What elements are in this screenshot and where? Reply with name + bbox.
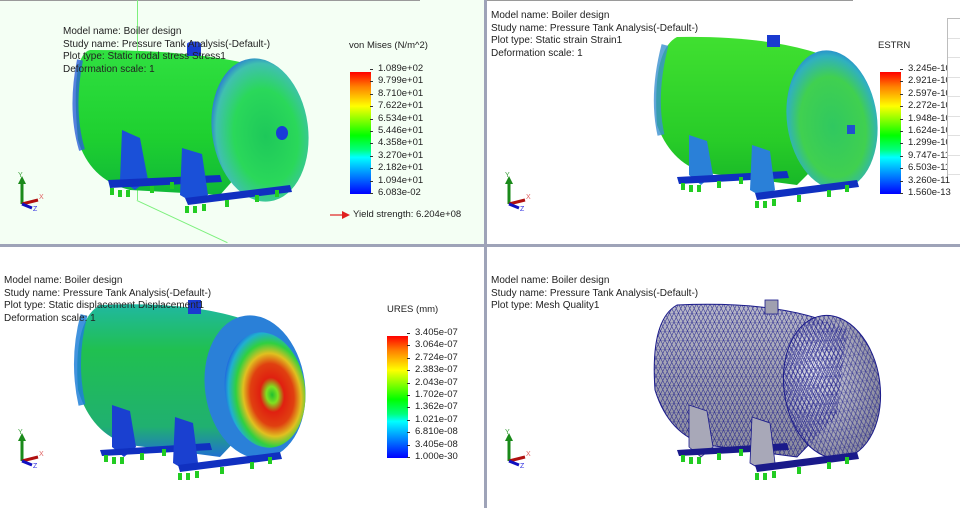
viewport-top-edge bbox=[0, 0, 420, 1]
plot-info-block: Model name: Boiler design Study name: Pr… bbox=[63, 26, 270, 76]
legend-value: 1.362e-07 bbox=[407, 402, 458, 412]
legend-title: ESTRN bbox=[878, 40, 911, 51]
axis-triad-icon: Y X Z bbox=[18, 172, 44, 212]
legend-value: 2.383e-07 bbox=[407, 365, 458, 375]
study-name: Study name: Pressure Tank Analysis(-Defa… bbox=[4, 287, 212, 299]
arrow-right-icon bbox=[330, 210, 350, 219]
axis-triad-icon: Y X Z bbox=[505, 172, 531, 212]
viewport-displacement[interactable]: Model name: Boiler design Study name: Pr… bbox=[0, 247, 484, 508]
legend-value: 7.622e+01 bbox=[369, 101, 423, 111]
svg-text:X: X bbox=[526, 194, 531, 201]
legend-value: 4.358e+01 bbox=[369, 138, 423, 148]
legend-title: von Mises (N/m^2) bbox=[349, 40, 428, 51]
study-name: Study name: Pressure Tank Analysis(-Defa… bbox=[63, 38, 271, 50]
axis-triad-icon: Y X Z bbox=[18, 429, 44, 469]
plot-info-block: Model name: Boiler design Study name: Pr… bbox=[4, 275, 211, 325]
color-legend-bar bbox=[350, 72, 371, 194]
svg-text:Y: Y bbox=[18, 429, 23, 436]
fixture-icons bbox=[104, 449, 272, 480]
legend-value: 6.083e-02 bbox=[369, 187, 423, 198]
viewport-stress[interactable]: Model name: Boiler design Study name: Pr… bbox=[0, 0, 484, 244]
legend-value: 1.624e-10 bbox=[900, 125, 951, 136]
plot-info-block: Model name: Boiler design Study name: Pr… bbox=[491, 10, 698, 60]
model-name: Model name: Boiler design bbox=[4, 275, 123, 286]
axis-triad-icon: Y X Z bbox=[505, 429, 531, 469]
legend-value: 1.021e-07 bbox=[407, 414, 458, 425]
legend-labels: 3.245e-10 2.921e-10 2.597e-10 2.272e-10 … bbox=[900, 64, 951, 198]
model-name: Model name: Boiler design bbox=[491, 275, 610, 286]
svg-text:X: X bbox=[39, 451, 44, 458]
svg-text:Z: Z bbox=[33, 463, 38, 469]
plot-type: Plot type: Static nodal stress Stress1 bbox=[63, 51, 226, 62]
legend-value: 2.597e-10 bbox=[900, 88, 951, 99]
legend-value: 1.948e-10 bbox=[900, 113, 951, 124]
legend-value: 2.921e-10 bbox=[900, 76, 951, 86]
legend-value: 3.245e-10 bbox=[900, 64, 951, 74]
legend-value: 6.503e-11 bbox=[900, 163, 951, 173]
svg-text:X: X bbox=[526, 451, 531, 458]
plot-info-block: Model name: Boiler design Study name: Pr… bbox=[491, 275, 698, 313]
deformation-scale: Deformation scale: 1 bbox=[491, 47, 583, 59]
legend-value: 3.260e-11 bbox=[900, 175, 951, 186]
legend-value: 1.560e-13 bbox=[900, 187, 951, 198]
legend-labels: 1.089e+02 9.799e+01 8.710e+01 7.622e+01 … bbox=[369, 64, 423, 198]
model-name: Model name: Boiler design bbox=[63, 26, 182, 37]
viewport-mesh[interactable]: Model name: Boiler design Study name: Pr… bbox=[487, 247, 960, 508]
legend-value: 1.000e-30 bbox=[407, 451, 458, 462]
legend-value: 9.747e-11 bbox=[900, 150, 951, 161]
study-name: Study name: Pressure Tank Analysis(-Defa… bbox=[491, 22, 699, 34]
legend-value: 2.272e-10 bbox=[900, 101, 951, 111]
yield-strength-label: Yield strength: 6.204e+08 bbox=[353, 209, 462, 220]
legend-value: 3.270e+01 bbox=[369, 150, 423, 161]
color-legend-bar bbox=[387, 336, 408, 458]
legend-value: 3.064e-07 bbox=[407, 340, 458, 350]
legend-value: 1.094e+01 bbox=[369, 175, 423, 186]
plot-type: Plot type: Mesh Quality1 bbox=[491, 300, 600, 311]
side-panel-stub[interactable] bbox=[947, 18, 960, 176]
legend-value: 1.089e+02 bbox=[369, 64, 423, 74]
legend-title: URES (mm) bbox=[387, 304, 439, 315]
svg-text:X: X bbox=[39, 194, 44, 201]
legend-value: 8.710e+01 bbox=[369, 88, 423, 99]
svg-text:Z: Z bbox=[520, 206, 525, 212]
fixture-icons bbox=[110, 182, 279, 213]
tank-model-stress[interactable] bbox=[60, 30, 330, 220]
legend-value: 3.405e-08 bbox=[407, 439, 458, 450]
viewport-top-edge bbox=[487, 0, 853, 1]
svg-text:Y: Y bbox=[505, 172, 510, 179]
tank-model-mesh[interactable] bbox=[647, 295, 887, 485]
fixture-icons bbox=[681, 177, 849, 208]
plot-type: Plot type: Static displacement Displacem… bbox=[4, 300, 205, 311]
legend-value: 9.799e+01 bbox=[369, 76, 423, 86]
svg-text:Z: Z bbox=[33, 206, 38, 212]
color-legend-bar bbox=[880, 72, 901, 194]
svg-text:Y: Y bbox=[18, 172, 23, 179]
study-name: Study name: Pressure Tank Analysis(-Defa… bbox=[491, 287, 699, 299]
legend-value: 5.446e+01 bbox=[369, 125, 423, 136]
tank-model-strain[interactable] bbox=[647, 25, 887, 215]
deformation-scale: Deformation scale: 1 bbox=[63, 63, 155, 75]
legend-value: 1.299e-10 bbox=[900, 138, 951, 148]
legend-value: 3.405e-07 bbox=[407, 328, 458, 338]
svg-text:Y: Y bbox=[505, 429, 510, 436]
model-name: Model name: Boiler design bbox=[491, 10, 610, 21]
fixture-icons bbox=[681, 449, 849, 480]
legend-value: 2.182e+01 bbox=[369, 163, 423, 173]
legend-value: 2.724e-07 bbox=[407, 352, 458, 363]
yield-strength-marker: Yield strength: 6.204e+08 bbox=[330, 209, 461, 220]
viewport-strain[interactable]: Model name: Boiler design Study name: Pr… bbox=[487, 0, 960, 244]
viewport-splitter-horizontal[interactable] bbox=[0, 244, 960, 247]
viewport-splitter-vertical[interactable] bbox=[484, 0, 487, 508]
plot-type: Plot type: Static strain Strain1 bbox=[491, 35, 623, 46]
legend-labels: 3.405e-07 3.064e-07 2.724e-07 2.383e-07 … bbox=[407, 328, 458, 462]
svg-text:Z: Z bbox=[520, 463, 525, 469]
legend-value: 2.043e-07 bbox=[407, 377, 458, 388]
tank-model-displacement[interactable] bbox=[70, 295, 310, 485]
legend-value: 1.702e-07 bbox=[407, 389, 458, 400]
legend-value: 6.534e+01 bbox=[369, 113, 423, 124]
legend-value: 6.810e-08 bbox=[407, 427, 458, 437]
deformation-scale: Deformation scale: 1 bbox=[4, 312, 96, 324]
